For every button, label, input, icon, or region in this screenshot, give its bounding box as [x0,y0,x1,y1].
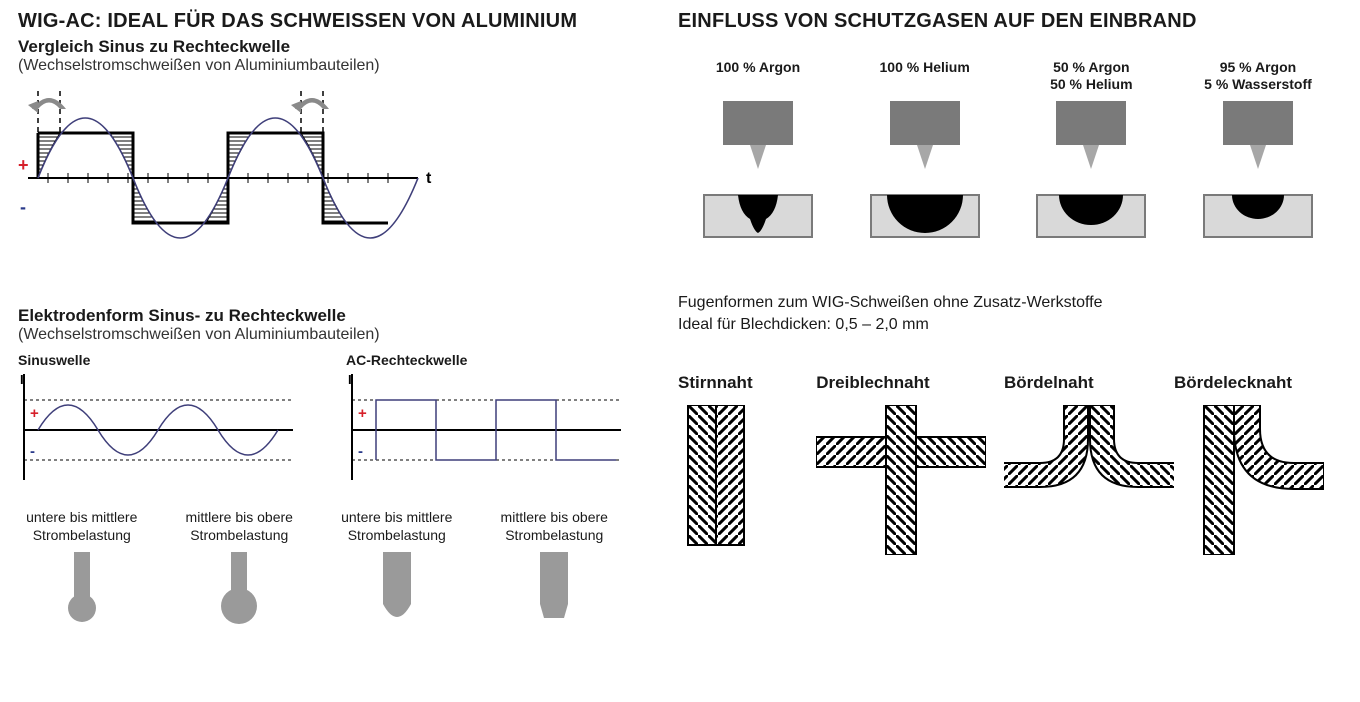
joint-dreiblechnaht: Dreiblechnaht [816,373,1004,560]
electrode-4: mittlere bis obereStrombelastung [491,509,619,629]
rechteck-panel: AC-Rechteckwelle I + - [346,352,626,495]
plus-label-3: + [358,405,367,422]
electrode-flat-icon [532,552,576,624]
plus-label-2: + [30,405,39,422]
electrode-3: untere bis mittlereStrombelastung [333,509,461,629]
gas-argon: 100 % Argon [688,59,828,252]
axis-t-label: t [426,170,432,187]
wave-right-label: AC-Rechteckwelle [346,352,626,368]
electrode-bigsphere-icon [209,552,269,624]
electrode-sphere-icon [57,552,107,624]
minus-label: - [20,197,26,217]
wave-left-label: Sinuswelle [18,352,298,368]
electrode-2: mittlere bis obereStrombelastung [176,509,304,629]
joint-boerdelnaht: Bördelnaht [1004,373,1174,560]
gas-mix: 50 % Argon50 % Helium [1021,59,1161,252]
sinus-panel: Sinuswelle I + - [18,352,298,495]
joint-row: Stirnnaht Dreiblechnaht Bördelnaht [678,373,1338,560]
gas-h2: 95 % Argon5 % Wasserstoff [1188,59,1328,252]
right-title: EINFLUSS VON SCHUTZGASEN AUF DEN EINBRAN… [678,10,1338,33]
left-title: WIG-AC: IDEAL FÜR DAS SCHWEISSEN VON ALU… [18,10,618,33]
minus-label-3: - [358,443,363,460]
electrode-1: untere bis mittlereStrombelastung [18,509,146,629]
gas-row: 100 % Argon 100 % Helium [678,59,1338,252]
minus-label-2: - [30,443,35,460]
wave-comparison-diagram: t + - [18,83,618,278]
joint-boerdelecknaht: Bördelecknaht [1174,373,1332,560]
electrode-row: untere bis mittlereStrombelastung mittle… [18,509,618,629]
joints-text: Fugenformen zum WIG-Schweißen ohne Zusat… [678,292,1338,335]
gas-helium: 100 % Helium [855,59,995,252]
sec1-title: Vergleich Sinus zu Rechteckwelle [18,37,618,57]
plus-label: + [18,155,29,175]
sec2-sub: (Wechselstromschweißen von Aluminiumbaut… [18,326,618,344]
sec1-sub: (Wechselstromschweißen von Aluminiumbaut… [18,57,618,75]
sec2-title: Elektrodenform Sinus- zu Rechteckwelle [18,306,618,326]
electrode-point-icon [375,552,419,624]
joint-stirnnaht: Stirnnaht [678,373,816,560]
